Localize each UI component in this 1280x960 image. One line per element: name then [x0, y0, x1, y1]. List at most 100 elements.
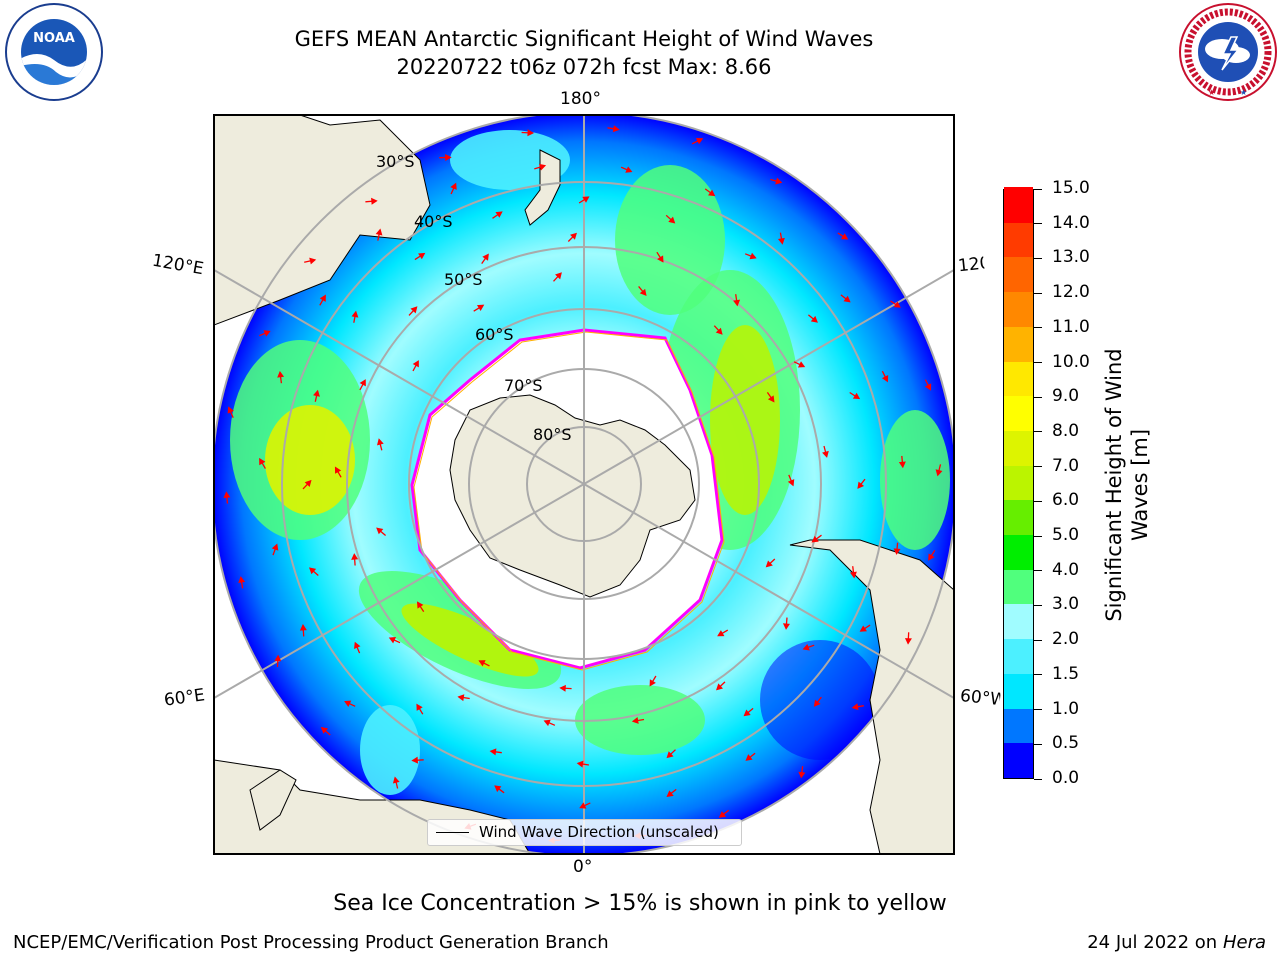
wave-arrow-head: [320, 726, 329, 734]
colorbar-segment: [1004, 708, 1033, 744]
wave-arrow-head: [813, 699, 821, 707]
lon-label-0: 0°: [573, 857, 593, 877]
wave-arrow-head: [392, 776, 400, 784]
wave-arrow-head: [743, 709, 751, 717]
colorbar-tick: [1034, 778, 1042, 780]
wave-arrow-head: [495, 211, 503, 218]
colorbar-tick-label: 14.0: [1052, 212, 1090, 233]
madagascar-landmass: [249, 769, 297, 831]
wave-arrow-head: [223, 491, 231, 499]
colorbar-segment: [1004, 256, 1033, 293]
wave-arrow-head: [445, 154, 452, 162]
colorbar-tick-label: 11.0: [1052, 316, 1090, 337]
colorbar-tick-label: 1.0: [1052, 698, 1080, 719]
colorbar-tick-label: 0.5: [1052, 733, 1080, 754]
new-zealand-landmass: [524, 149, 561, 226]
wave-arrow-head: [775, 177, 783, 185]
wave-arrow-head: [555, 272, 562, 280]
wave-arrow-head: [625, 166, 633, 173]
wave-arrow-head: [639, 288, 647, 296]
wave-arrow-head: [612, 125, 620, 133]
wave-arrow-head: [810, 315, 818, 323]
wave-arrow-head: [749, 252, 757, 260]
wave-arrow-head: [416, 703, 423, 711]
wave-arrow-head: [457, 694, 465, 702]
colorbar-segment: [1004, 569, 1033, 605]
lon-label-60w: 60°W: [959, 685, 1001, 711]
wave-arrow-head: [778, 237, 785, 245]
wave-arrow-head: [527, 129, 534, 137]
lat-label-30s: 30°S: [376, 152, 415, 171]
wave-arrow-head: [543, 719, 551, 727]
wave-arrow-head: [351, 553, 359, 560]
colorbar-segment: [1004, 603, 1033, 640]
colorbar-segment: [1004, 534, 1033, 570]
wave-arrow-head: [851, 703, 859, 711]
wave-arrow-head: [489, 748, 497, 756]
map-legend: Wind Wave Direction (unscaled): [427, 819, 742, 846]
wave-arrow-head: [538, 163, 547, 171]
wave-arrow-head: [666, 790, 674, 798]
colorbar-tick: [1034, 743, 1042, 745]
wave-arrow-head: [765, 560, 773, 568]
wave-arrow-head: [371, 197, 378, 205]
colorbar-segment: [1004, 326, 1033, 362]
wave-arrow-head: [570, 232, 577, 240]
colorbar-tick: [1034, 639, 1042, 641]
wave-arrow-head: [716, 683, 723, 691]
legend-line-icon: [436, 832, 469, 833]
wave-arrow-head: [898, 461, 906, 469]
wave-arrow-head: [928, 553, 935, 561]
wave-arrow-head: [412, 360, 419, 368]
wave-arrow-head: [893, 301, 901, 308]
lat-label-80s: 80°S: [533, 425, 572, 444]
wave-arrow-head: [227, 406, 234, 414]
colorbar-segment: [1004, 742, 1033, 778]
wave-arrow-head: [798, 771, 806, 779]
colorbar-segment: [1004, 187, 1033, 223]
wave-arrow-head: [733, 299, 741, 307]
wave-arrow-head: [308, 567, 317, 575]
noaa-logo-icon[interactable]: NOAA: [4, 2, 104, 102]
wave-arrow-head: [238, 576, 246, 584]
colorbar-label: Significant Height of Wind Waves [m]: [1102, 348, 1152, 622]
wave-arrow-head: [904, 638, 912, 645]
lat-label-50s: 50°S: [444, 270, 483, 289]
colorbar-segment: [1004, 395, 1033, 431]
footer-date: 24 Jul 2022 on Hera: [1087, 932, 1266, 953]
wave-direction-arrows: [223, 125, 943, 844]
wave-arrow-head: [313, 389, 320, 397]
colorbar-tick-label: 9.0: [1052, 386, 1080, 407]
colorbar-tick-label: 2.0: [1052, 629, 1080, 650]
wave-arrow-head: [582, 196, 590, 203]
wave-arrow-head: [924, 383, 932, 391]
wave-arrow-head: [579, 802, 587, 809]
wave-arrow-head: [666, 751, 674, 759]
sea-ice-note: Sea Ice Concentration > 15% is shown in …: [333, 891, 947, 916]
wave-arrow-head: [259, 457, 266, 466]
wave-arrow-head: [388, 636, 397, 644]
national-weather-service-logo-icon[interactable]: ★ ★: [1178, 2, 1278, 102]
lon-label-180: 180°: [560, 89, 601, 109]
south-america-landmass: [789, 539, 954, 854]
wave-arrow-head: [859, 625, 867, 632]
noaa-logo-text: NOAA: [33, 31, 75, 46]
colorbar-tick: [1034, 362, 1042, 364]
wave-arrow-head: [767, 395, 775, 403]
wave-arrow-head: [351, 310, 359, 318]
colorbar-tick: [1034, 257, 1042, 259]
colorbar-tick: [1034, 674, 1042, 676]
wave-arrow-head: [745, 754, 753, 761]
colorbar: [1003, 187, 1034, 779]
wave-arrow-head: [708, 189, 716, 197]
colorbar-tick: [1034, 604, 1042, 606]
wave-arrow-head: [717, 630, 725, 637]
svg-text:★: ★: [1208, 88, 1215, 97]
wave-arrow-head: [411, 756, 419, 764]
wave-arrow-head: [354, 641, 361, 650]
wave-arrow-head: [344, 700, 352, 707]
colorbar-tick-label: 12.0: [1052, 282, 1090, 303]
colorbar-tick: [1034, 535, 1042, 537]
wave-arrow-head: [668, 216, 676, 224]
